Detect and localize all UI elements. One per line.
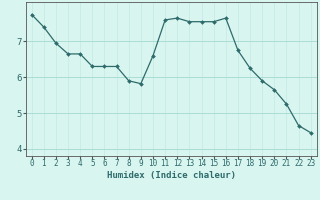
X-axis label: Humidex (Indice chaleur): Humidex (Indice chaleur) bbox=[107, 171, 236, 180]
